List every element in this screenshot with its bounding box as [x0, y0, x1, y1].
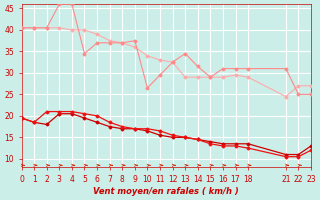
X-axis label: Vent moyen/en rafales ( km/h ): Vent moyen/en rafales ( km/h ) — [93, 187, 239, 196]
